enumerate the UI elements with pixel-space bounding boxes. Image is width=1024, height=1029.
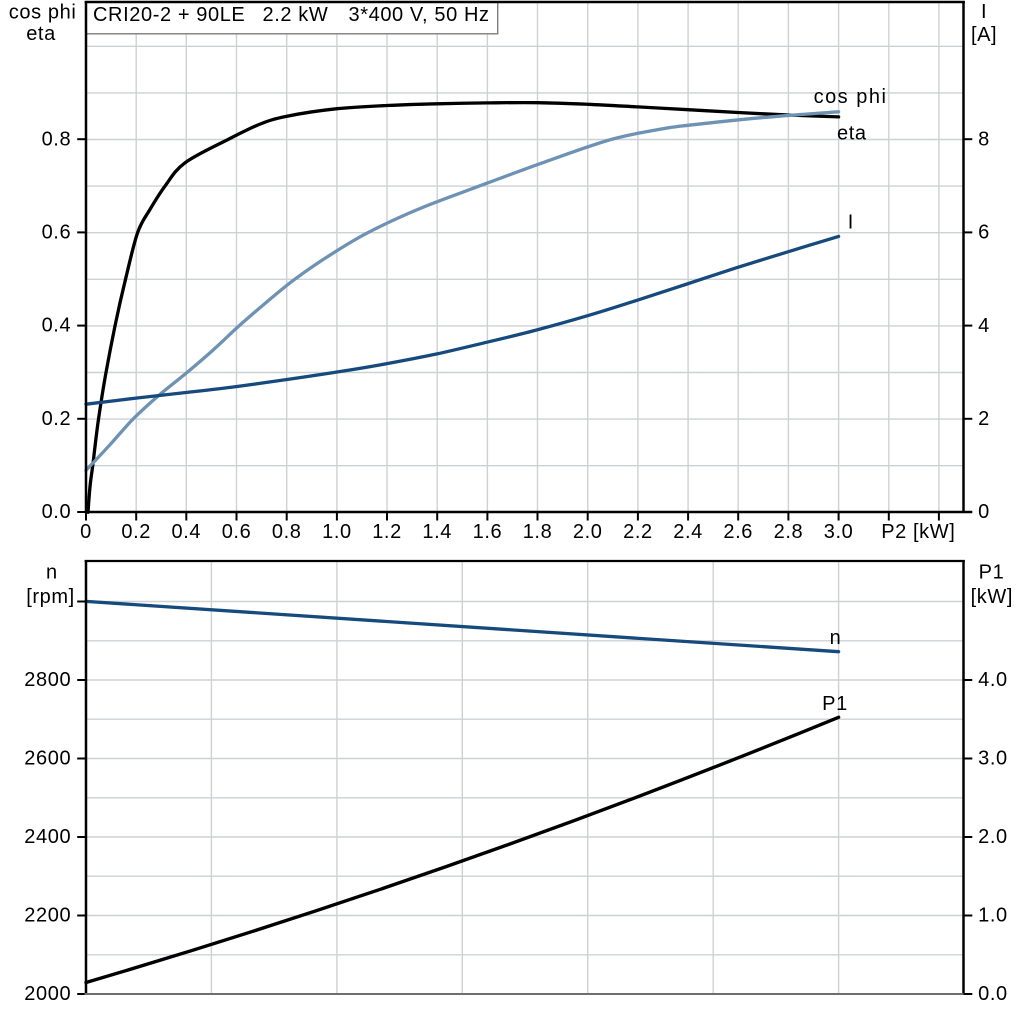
svg-text:1.0: 1.0: [978, 905, 1008, 927]
svg-text:0.4: 0.4: [171, 521, 201, 543]
svg-text:n: n: [830, 627, 842, 649]
svg-text:4: 4: [978, 315, 990, 337]
svg-text:3.0: 3.0: [978, 748, 1008, 770]
svg-text:0.6: 0.6: [42, 222, 72, 244]
svg-text:0.0: 0.0: [42, 501, 72, 523]
svg-text:8: 8: [978, 128, 990, 150]
svg-text:3*400 V, 50 Hz: 3*400 V, 50 Hz: [349, 4, 490, 26]
svg-text:I: I: [848, 212, 854, 234]
svg-text:0.2: 0.2: [42, 408, 72, 430]
svg-text:0.6: 0.6: [222, 521, 252, 543]
svg-text:0: 0: [978, 501, 990, 523]
svg-text:4.0: 4.0: [978, 669, 1008, 691]
svg-text:6: 6: [978, 222, 990, 244]
svg-text:0.8: 0.8: [42, 128, 72, 150]
svg-text:CRI20-2 + 90LE: CRI20-2 + 90LE: [93, 4, 245, 26]
svg-text:2.0: 2.0: [978, 826, 1008, 848]
svg-text:2.0: 2.0: [573, 521, 603, 543]
svg-text:P1: P1: [979, 561, 1005, 583]
svg-text:[rpm]: [rpm]: [26, 586, 75, 608]
svg-text:2200: 2200: [24, 905, 71, 927]
svg-text:[A]: [A]: [971, 24, 997, 46]
svg-text:2: 2: [978, 408, 990, 430]
svg-text:1.6: 1.6: [473, 521, 503, 543]
svg-text:2.6: 2.6: [723, 521, 753, 543]
svg-text:2600: 2600: [24, 748, 71, 770]
svg-text:1.2: 1.2: [372, 521, 402, 543]
svg-text:0.8: 0.8: [272, 521, 302, 543]
svg-text:2800: 2800: [24, 669, 71, 691]
svg-text:I: I: [981, 1, 987, 23]
svg-text:0.2: 0.2: [121, 521, 151, 543]
svg-text:0.4: 0.4: [42, 315, 72, 337]
svg-text:1.0: 1.0: [322, 521, 352, 543]
svg-text:0.0: 0.0: [978, 983, 1008, 1005]
svg-text:3.0: 3.0: [824, 521, 854, 543]
svg-text:cos phi: cos phi: [9, 2, 77, 24]
svg-text:0: 0: [80, 521, 92, 543]
svg-text:2.4: 2.4: [673, 521, 703, 543]
svg-text:eta: eta: [837, 122, 867, 144]
svg-text:2000: 2000: [24, 983, 71, 1005]
svg-text:[kW]: [kW]: [971, 586, 1013, 608]
svg-text:1.4: 1.4: [422, 521, 452, 543]
svg-text:P2 [kW]: P2 [kW]: [881, 521, 955, 543]
svg-text:P1: P1: [822, 693, 848, 715]
svg-text:2.8: 2.8: [774, 521, 804, 543]
svg-text:2400: 2400: [24, 826, 71, 848]
svg-text:eta: eta: [26, 23, 56, 45]
svg-text:1.8: 1.8: [523, 521, 553, 543]
svg-text:2.2: 2.2: [623, 521, 653, 543]
svg-text:2.2 kW: 2.2 kW: [263, 4, 329, 26]
svg-text:n: n: [46, 562, 58, 584]
svg-text:cos phi: cos phi: [814, 86, 888, 108]
